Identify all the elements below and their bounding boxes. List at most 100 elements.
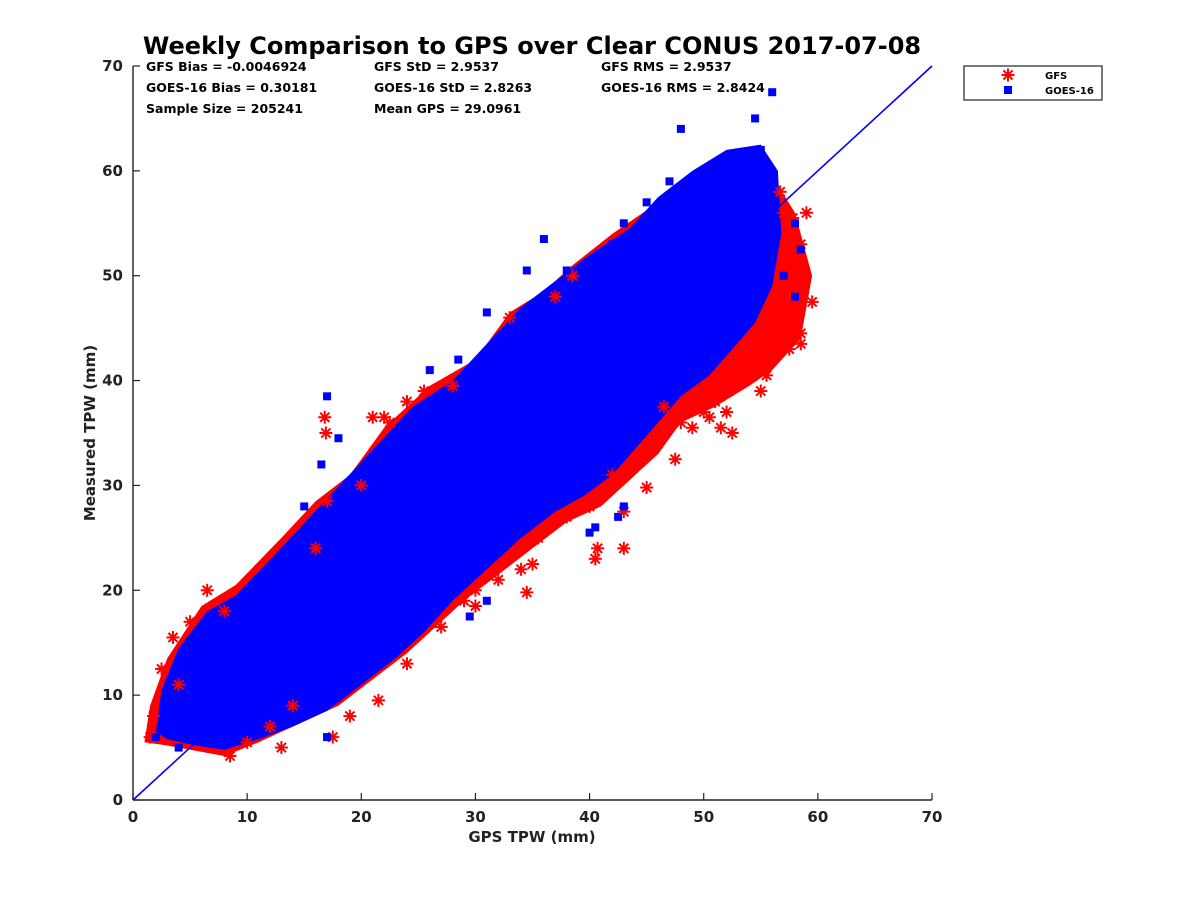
goes16-point [562, 282, 571, 291]
y-tick-label: 40 [102, 372, 123, 390]
gfs-point [799, 206, 813, 220]
goes16-point [345, 586, 354, 595]
goes16-point [265, 628, 274, 637]
x-axis-label: GPS TPW (mm) [468, 828, 595, 846]
goes16-point [768, 88, 777, 97]
gfs-point [343, 709, 357, 723]
goes16-cloud [155, 144, 782, 750]
gfs-point [720, 405, 734, 419]
goes16-point [676, 124, 685, 133]
goes16-point [391, 470, 400, 479]
goes16-point [631, 271, 640, 280]
goes16-point [465, 612, 474, 621]
gfs-point [708, 395, 722, 409]
gfs-point [640, 481, 654, 495]
goes16-point [277, 680, 286, 689]
gfs-point [366, 410, 380, 424]
stat-text: Mean GPS = 29.0961 [374, 101, 521, 116]
gfs-point [514, 562, 528, 576]
gfs-series [143, 185, 819, 763]
goes16-point [522, 266, 531, 275]
chart-title: Weekly Comparison to GPS over Clear CONU… [143, 32, 921, 60]
x-tick-label: 20 [351, 808, 372, 826]
one-to-one-line [132, 65, 933, 801]
gfs-point [183, 615, 197, 629]
x-tick-label: 50 [693, 808, 714, 826]
goes16-point [323, 733, 332, 742]
gfs-point [319, 426, 333, 440]
gfs-point [320, 494, 334, 508]
data-clouds [144, 144, 813, 757]
goes16-point [460, 460, 469, 469]
goes16-point [768, 229, 777, 238]
gfs-point [668, 452, 682, 466]
y-tick-label: 50 [102, 267, 123, 285]
goes16-point [539, 235, 548, 244]
goes16-point [254, 649, 263, 658]
goes16-point [779, 271, 788, 280]
gfs-point [651, 436, 665, 450]
legend-label-gfs: GFS [1045, 71, 1067, 82]
goes16-point [796, 245, 805, 254]
gfs-point [617, 541, 631, 555]
gfs-point [782, 332, 796, 346]
gfs-point [503, 311, 517, 325]
stats-block: GFS Bias = -0.0046924 GFS StD = 2.9537 GFS… [146, 59, 765, 116]
goes16-point [688, 187, 697, 196]
stat-text: GFS Bias = -0.0046924 [146, 59, 307, 74]
gfs-point [794, 326, 808, 340]
goes16-point [197, 670, 206, 679]
goes16-point [243, 670, 252, 679]
gfs-point [400, 395, 414, 409]
goes16-point [357, 512, 366, 521]
gfs-point [794, 337, 808, 351]
goes16-point [665, 177, 674, 186]
y-tick-label: 60 [102, 162, 123, 180]
goes16-point [174, 743, 183, 752]
goes16-point [505, 329, 514, 338]
goes16-point [231, 733, 240, 742]
goes16-point [311, 617, 320, 626]
goes16-point [334, 533, 343, 542]
gfs-point [657, 400, 671, 414]
goes16-point [642, 198, 651, 207]
goes16-point [163, 701, 172, 710]
gfs-point [702, 410, 716, 424]
goes16-series [151, 88, 805, 752]
goes16-point [791, 292, 800, 301]
gfs-point [240, 735, 254, 749]
gfs-point [318, 410, 332, 424]
goes16-point [756, 240, 765, 249]
goes16-point [402, 502, 411, 511]
goes16-point [380, 491, 389, 500]
goes16-point [151, 733, 160, 742]
y-tick-label: 0 [113, 791, 123, 809]
gfs-point [309, 541, 323, 555]
x-tick-label: 0 [128, 808, 138, 826]
gfs-point [560, 510, 574, 524]
gfs-point [520, 585, 534, 599]
legend-box [963, 65, 1103, 101]
goes16-point [551, 303, 560, 312]
y-tick-label: 30 [102, 476, 123, 494]
gfs-point [286, 699, 300, 713]
goes16-point [619, 219, 628, 228]
stat-text: GOES-16 RMS = 2.8424 [601, 80, 765, 95]
goes16-point [585, 528, 594, 537]
gfs-point [731, 374, 745, 388]
goes16-point [608, 240, 617, 249]
gfs-point [217, 604, 231, 618]
x-tick-label: 10 [237, 808, 258, 826]
goes16-point [482, 596, 491, 605]
goes16-point [300, 575, 309, 584]
goes16-point [591, 523, 600, 532]
gfs-point [685, 421, 699, 435]
goes16-point [414, 449, 423, 458]
gfs-point [777, 206, 791, 220]
y-tick-label: 70 [102, 57, 123, 75]
gfs-point [200, 583, 214, 597]
stat-text: Sample Size = 205241 [146, 101, 303, 116]
goes16-point [733, 198, 742, 207]
goes16-point [186, 722, 195, 731]
gfs-point [468, 599, 482, 613]
